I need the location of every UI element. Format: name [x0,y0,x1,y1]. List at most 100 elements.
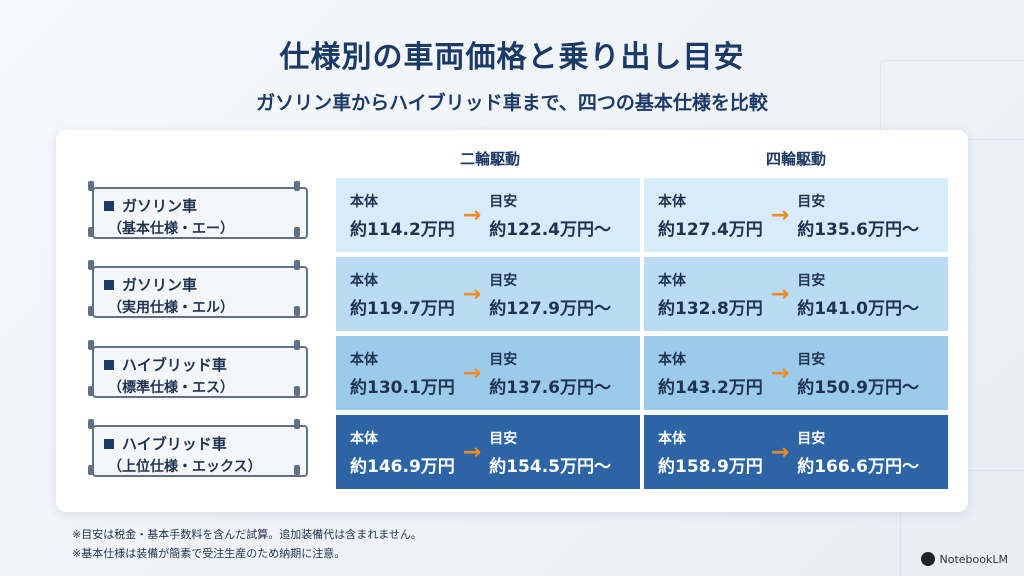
base-price-label: 本体 [350,351,378,368]
vehicle-type: ハイブリッド車 [122,356,227,374]
estimate-price-value: 約135.6万円〜 [797,219,919,240]
label-post [294,260,300,270]
label-post [294,227,300,237]
base-price-value: 約119.7万円 [350,298,455,319]
price-cell: 本体約130.1万円 → 目安約137.6万円〜 [336,336,640,410]
base-price-block: 本体 約158.9万円 [658,428,763,477]
label-post [88,181,94,191]
estimate-price-block: 目安約154.5万円〜 [489,428,611,477]
vehicle-type: ガソリン車 [122,197,198,215]
column-header-4wd: 四輪駆動 [765,150,826,168]
base-price-block: 本体約119.7万円 [350,270,455,319]
estimate-price-value: 約166.6万円〜 [797,456,919,477]
price-cell: 本体約119.7万円 → 目安 約127.9万円〜 [336,257,640,331]
price-cell: 本体約114.2万円 → 目安約122.4万円〜 [336,178,640,252]
square-bullet-icon [104,438,114,449]
price-cell: 本体 約158.9万円 → 目安約166.6万円〜 [644,415,948,489]
row-label: ガソリン車 （実用仕様・エル） [88,260,308,318]
arrow-right-icon: → [462,439,482,465]
label-post [88,260,94,270]
price-cell: 本体約143.2万円 → 目安約150.9万円〜 [644,336,948,410]
label-post [88,227,94,237]
base-price-value: 約132.8万円 [658,298,763,319]
base-price-value: 約127.4万円 [658,219,763,240]
arrow-right-icon: → [462,202,482,228]
estimate-price-label: 目安 [489,193,518,210]
label-post [294,386,300,396]
vehicle-type: ハイブリッド車 [122,435,227,453]
base-price-value: 約146.9万円 [350,456,455,477]
row-label-name: ガソリン車 [104,274,296,295]
label-post [294,419,300,429]
price-cell: 本体約146.9万円 → 目安約154.5万円〜 [336,415,640,489]
estimate-price-value: 約137.6万円〜 [489,377,611,398]
estimate-price-value: 約150.9万円〜 [797,377,919,398]
estimate-price-value: 約141.0万円〜 [797,298,919,319]
row-label-name: ガソリン車 [104,195,296,216]
row-label: ハイブリッド車 （標準仕様・エス） [88,340,308,398]
estimate-price-block: 目安約122.4万円〜 [489,191,611,240]
base-price-block: 本体約132.8万円 [658,270,763,319]
estimate-price-value: 約122.4万円〜 [489,219,611,240]
estimate-price-block: 目安約150.9万円〜 [797,349,919,398]
estimate-price-value: 約154.5万円〜 [489,456,611,477]
estimate-price-block: 目安約166.6万円〜 [797,428,919,477]
base-price-block: 本体約146.9万円 [350,428,455,477]
base-price-value: 約114.2万円 [350,219,455,240]
base-price-label: 本体 [658,351,686,368]
base-price-label: 本体 [350,430,378,447]
square-bullet-icon [104,279,114,290]
square-bullet-icon [104,359,114,370]
estimate-price-label: 目安 [797,272,826,289]
estimate-price-block: 目安約137.6万円〜 [489,349,611,398]
estimate-price-label: 目安 [797,430,826,447]
estimate-price-label: 目安 [797,193,826,210]
vehicle-grade: （基本仕様・エー） [108,221,234,237]
price-cell: 本体約127.4万円 → 目安約135.6万円〜 [644,178,948,252]
page-subtitle: ガソリン車からハイブリッド車まで、四つの基本仕様を比較 [256,92,768,114]
square-bullet-icon [104,200,114,211]
vehicle-type: ガソリン車 [122,276,198,294]
arrow-right-icon: → [462,281,482,307]
estimate-price-label: 目安 [489,351,518,368]
base-price-block: 本体約130.1万円 [350,349,455,398]
base-price-value: 約143.2万円 [658,377,763,398]
estimate-price-label: 目安 [797,351,826,368]
vehicle-grade: （上位仕様・エックス） [108,459,262,475]
arrow-right-icon: → [462,360,482,386]
arrow-right-icon: → [770,360,790,386]
brand-badge: NotebookLM [920,552,1008,566]
estimate-price-label: 目安 [489,430,518,447]
label-post [88,386,94,396]
base-price-label: 本体 [658,272,686,289]
base-price-block: 本体約143.2万円 [658,349,763,398]
row-label: ハイブリッド車 （上位仕様・エックス） [88,419,308,477]
label-post [88,340,94,350]
notebooklm-logo-icon [920,552,935,566]
base-price-block: 本体約114.2万円 [350,191,455,240]
label-post [294,465,300,475]
row-label-name: ハイブリッド車 [104,433,296,454]
base-price-block: 本体約127.4万円 [658,191,763,240]
estimate-price-label: 目安 [489,272,518,289]
label-post [294,306,300,316]
base-price-label: 本体 [350,193,378,210]
estimate-price-block: 目安約141.0万円〜 [797,270,919,319]
footnote: ※基本仕様は装備が簡素で受注生産のため納期に注意。 [72,547,346,560]
label-post [88,419,94,429]
row-label: ガソリン車 （基本仕様・エー） [88,181,308,239]
estimate-price-block: 目安 約127.9万円〜 [489,270,611,319]
footnote: ※目安は税金・基本手数料を含んだ試算。追加装備代は含まれません。 [72,528,422,541]
base-price-value: 約130.1万円 [350,377,455,398]
vehicle-grade: （実用仕様・エル） [108,300,234,316]
row-label-name: ハイブリッド車 [104,354,296,375]
price-cell: 本体約132.8万円 → 目安約141.0万円〜 [644,257,948,331]
base-price-label: 本体 [350,272,378,289]
label-post [88,465,94,475]
arrow-right-icon: → [770,281,790,307]
page-title: 仕様別の車両価格と乗り出し目安 [279,40,745,75]
base-price-label: 本体 [658,430,686,447]
arrow-right-icon: → [770,439,790,465]
arrow-right-icon: → [770,202,790,228]
base-price-label: 本体 [658,193,686,210]
